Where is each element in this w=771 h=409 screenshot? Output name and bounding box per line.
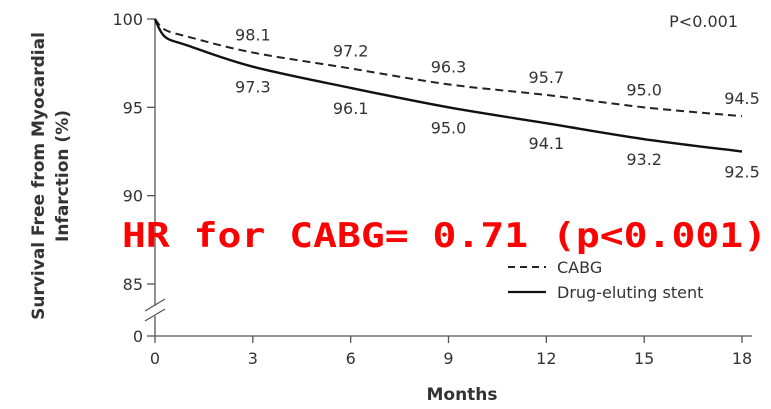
cabg-data-label: 95.7	[529, 68, 565, 87]
stent-data-label: 97.3	[235, 78, 271, 97]
y-axis-ticks: 0 85 90 95 100	[112, 10, 155, 346]
x-axis-title: Months	[426, 385, 497, 405]
series-lines	[153, 18, 743, 153]
x-tick-label: 18	[732, 349, 752, 368]
y-axis-break-mark-2	[144, 308, 166, 322]
cabg-data-label: 96.3	[431, 57, 467, 76]
y-axis-title-line-2: Infarction (%)	[53, 110, 73, 242]
stent-series-line	[153, 18, 743, 153]
x-tick-label: 0	[150, 349, 160, 368]
legend: CABG Drug-eluting stent	[508, 258, 703, 302]
legend-stent-label: Drug-eluting stent	[557, 283, 703, 302]
x-tick-label: 3	[248, 349, 258, 368]
cabg-data-label: 95.0	[626, 80, 662, 99]
stent-data-label: 93.2	[626, 150, 662, 169]
y-tick-label: 85	[123, 275, 143, 294]
x-tick-label: 12	[536, 349, 556, 368]
y-tick-label: 90	[123, 187, 143, 206]
cabg-data-label: 98.1	[235, 26, 271, 45]
x-axis-ticks: 0 3 6 9 12 15 18	[150, 336, 752, 368]
cabg-data-label: 97.2	[333, 41, 369, 60]
data-labels: 98.1 97.2 96.3 95.7 95.0 94.5 97.3 96.1 95.0 94.1…	[235, 26, 760, 182]
stent-data-label: 92.5	[724, 163, 760, 182]
cabg-data-label: 94.5	[724, 89, 760, 108]
stent-data-label: 96.1	[333, 99, 369, 118]
hazard-ratio-annotation: HR for CABG= 0.71 (p<0.001)	[122, 216, 767, 256]
p-value-label: P<0.001	[669, 12, 738, 31]
y-axis-break-mark-1	[144, 298, 166, 312]
y-tick-label: 95	[123, 98, 143, 117]
legend-cabg-label: CABG	[557, 258, 602, 277]
y-axis-title-line-1: Survival Free from Myocardial	[29, 32, 49, 320]
x-tick-label: 15	[634, 349, 654, 368]
stent-data-label: 94.1	[529, 134, 565, 153]
y-tick-label: 100	[112, 10, 143, 29]
stent-data-label: 95.0	[431, 118, 467, 137]
x-tick-label: 6	[346, 349, 356, 368]
x-tick-label: 9	[443, 349, 453, 368]
y-tick-label: 0	[133, 327, 143, 346]
